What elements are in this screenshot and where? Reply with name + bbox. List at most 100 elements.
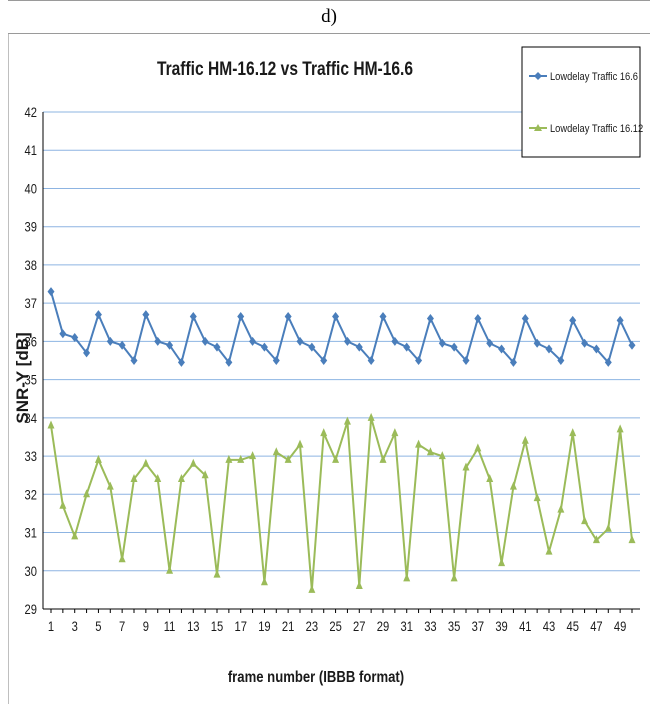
data-point bbox=[426, 447, 434, 456]
data-point bbox=[237, 454, 245, 463]
data-point bbox=[474, 443, 482, 452]
data-point bbox=[71, 333, 79, 343]
y-tick-label: 31 bbox=[25, 525, 37, 540]
data-point bbox=[166, 340, 174, 350]
data-point bbox=[545, 344, 553, 354]
y-tick-label: 30 bbox=[25, 564, 37, 579]
y-tick-label: 40 bbox=[25, 181, 37, 196]
legend-marker-16-12 bbox=[534, 124, 542, 131]
data-point bbox=[415, 439, 423, 448]
data-point bbox=[71, 531, 79, 540]
data-point bbox=[403, 342, 411, 352]
legend-label-16-12: Lowdelay Traffic 16.12 bbox=[550, 123, 644, 135]
data-point bbox=[557, 504, 565, 513]
y-tick-label: 41 bbox=[25, 143, 37, 158]
data-point bbox=[118, 554, 126, 563]
data-point bbox=[177, 474, 185, 483]
data-point bbox=[213, 342, 221, 352]
x-tick-label: 29 bbox=[377, 619, 389, 634]
data-point bbox=[521, 435, 529, 444]
panel-label: d) bbox=[321, 6, 337, 27]
x-tick-label: 25 bbox=[329, 619, 341, 634]
x-tick-labels: 1 3 5 7 9 11 13 15 17 19 21 23 25 27 29 31 33 35 37 39 41 43 4… bbox=[48, 609, 633, 634]
data-point bbox=[616, 315, 624, 325]
x-tick-label: 43 bbox=[543, 619, 555, 634]
top-rule bbox=[8, 0, 650, 1]
data-point bbox=[142, 458, 150, 467]
y-tick-label: 35 bbox=[25, 372, 37, 387]
data-point bbox=[166, 565, 174, 574]
data-point bbox=[272, 356, 280, 365]
data-point bbox=[308, 342, 316, 352]
legend-marker-16-6 bbox=[534, 72, 542, 80]
x-tick-label: 35 bbox=[448, 619, 460, 634]
series-line bbox=[50, 417, 633, 590]
data-point bbox=[450, 342, 458, 352]
data-point bbox=[509, 481, 517, 490]
y-tick-label: 34 bbox=[25, 411, 37, 426]
data-point bbox=[59, 500, 67, 509]
data-point bbox=[581, 516, 589, 525]
data-point bbox=[628, 535, 636, 544]
data-point bbox=[581, 338, 589, 348]
data-point bbox=[379, 454, 387, 463]
data-point bbox=[521, 313, 529, 323]
x-tick-label: 37 bbox=[472, 619, 484, 634]
x-tick-label: 15 bbox=[211, 619, 223, 634]
x-axis-label: frame number (IBBB format) bbox=[228, 669, 404, 686]
data-point bbox=[533, 493, 541, 502]
data-point bbox=[260, 577, 268, 586]
data-point bbox=[154, 474, 162, 483]
legend-box bbox=[521, 46, 641, 158]
data-point bbox=[118, 340, 126, 350]
data-point bbox=[426, 313, 434, 323]
series-line bbox=[50, 291, 633, 365]
data-point bbox=[225, 357, 233, 367]
data-point bbox=[438, 451, 446, 460]
x-tick-label: 49 bbox=[614, 619, 626, 634]
y-tick-labels: 29 30 31 32 33 34 35 36 37 38 39 40 41 42 bbox=[25, 105, 37, 617]
data-point bbox=[201, 470, 209, 479]
y-tick-label: 37 bbox=[25, 296, 37, 311]
data-point bbox=[343, 336, 351, 346]
data-point bbox=[355, 342, 363, 352]
data-point bbox=[47, 287, 55, 297]
data-point bbox=[260, 342, 268, 352]
x-tick-label: 45 bbox=[566, 619, 578, 634]
data-point bbox=[296, 439, 304, 448]
data-point bbox=[189, 312, 197, 322]
data-point bbox=[59, 329, 67, 339]
data-point bbox=[332, 312, 340, 322]
x-tick-label: 41 bbox=[519, 619, 531, 634]
data-point bbox=[213, 569, 221, 578]
legend-label-16-6: Lowdelay Traffic 16.6 bbox=[550, 71, 638, 83]
y-tick-label: 29 bbox=[25, 602, 37, 617]
x-tick-label: 3 bbox=[72, 619, 78, 634]
y-axis-label: SNR-Y [dB] bbox=[13, 332, 32, 423]
data-point bbox=[450, 573, 458, 582]
data-point bbox=[367, 356, 375, 365]
data-point bbox=[94, 310, 102, 320]
x-tick-label: 5 bbox=[95, 619, 101, 634]
data-point bbox=[320, 428, 328, 437]
series-16-12 bbox=[47, 412, 636, 593]
data-point bbox=[296, 336, 304, 346]
y-tick-label: 32 bbox=[25, 487, 37, 502]
data-point bbox=[47, 420, 55, 429]
x-tick-label: 23 bbox=[306, 619, 318, 634]
data-point bbox=[201, 336, 209, 346]
data-point bbox=[628, 340, 636, 350]
data-point bbox=[415, 356, 423, 365]
data-point bbox=[284, 454, 292, 463]
data-point bbox=[604, 357, 612, 367]
y-tick-label: 33 bbox=[25, 449, 37, 464]
data-point bbox=[486, 338, 494, 348]
data-point bbox=[154, 336, 162, 346]
series-16-6 bbox=[47, 287, 636, 367]
data-point bbox=[249, 336, 257, 346]
x-tick-label: 7 bbox=[119, 619, 125, 634]
x-tick-label: 11 bbox=[164, 619, 176, 634]
figure-frame-left bbox=[8, 34, 9, 704]
data-point bbox=[486, 474, 494, 483]
